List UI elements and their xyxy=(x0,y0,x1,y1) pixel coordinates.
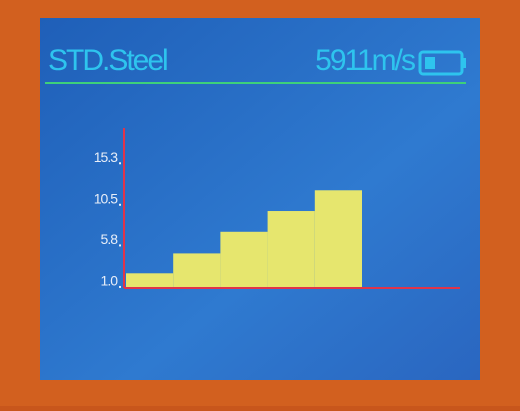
bar xyxy=(173,253,220,288)
y-tick-label: 1.0 xyxy=(101,273,119,289)
material-label: STD.Steel xyxy=(48,44,167,77)
y-tick-label: 10.5 xyxy=(94,190,118,206)
battery-level xyxy=(425,57,435,69)
device-screen: STD.Steel 5911m/s 1.0 5.8 10.5 15.3 xyxy=(0,0,520,406)
y-tick-label: 15.3 xyxy=(94,149,118,165)
velocity-label: 5911m/s xyxy=(315,44,415,77)
battery-tip xyxy=(462,58,466,68)
bar xyxy=(315,190,362,288)
y-tick-label: 5.8 xyxy=(101,231,119,247)
bar xyxy=(268,211,315,288)
page: {"header": {"material": "STD.Steel", "ve… xyxy=(0,0,520,406)
bar xyxy=(220,232,267,288)
bar xyxy=(126,273,173,288)
